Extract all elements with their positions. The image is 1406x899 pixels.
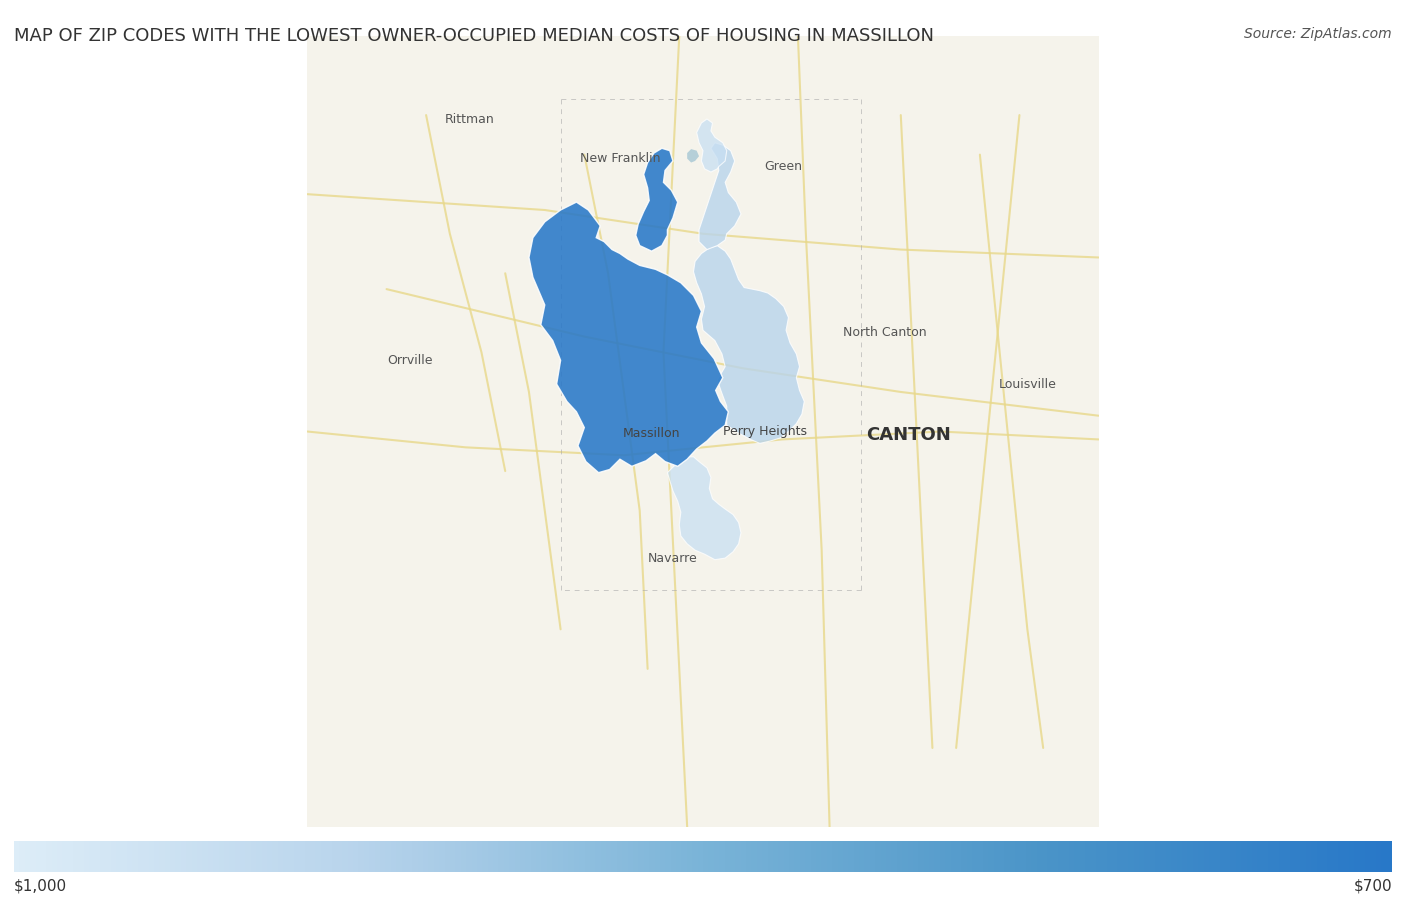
- Text: $1,000: $1,000: [14, 878, 67, 893]
- Text: Orrville: Orrville: [388, 354, 433, 367]
- Text: Source: ZipAtlas.com: Source: ZipAtlas.com: [1244, 27, 1392, 41]
- Polygon shape: [688, 149, 699, 163]
- Text: New Franklin: New Franklin: [579, 152, 661, 165]
- Polygon shape: [529, 202, 728, 473]
- Polygon shape: [636, 148, 678, 251]
- Polygon shape: [699, 143, 741, 250]
- Polygon shape: [693, 245, 804, 443]
- Text: CANTON: CANTON: [866, 426, 950, 444]
- Text: Green: Green: [765, 160, 803, 173]
- Text: North Canton: North Canton: [844, 326, 927, 339]
- Text: MAP OF ZIP CODES WITH THE LOWEST OWNER-OCCUPIED MEDIAN COSTS OF HOUSING IN MASSI: MAP OF ZIP CODES WITH THE LOWEST OWNER-O…: [14, 27, 934, 45]
- Text: Rittman: Rittman: [444, 112, 495, 126]
- Text: Perry Heights: Perry Heights: [723, 425, 807, 438]
- Polygon shape: [696, 119, 727, 172]
- Text: $700: $700: [1354, 878, 1392, 893]
- FancyBboxPatch shape: [308, 36, 1098, 827]
- Polygon shape: [668, 457, 741, 560]
- Text: Navarre: Navarre: [648, 552, 697, 565]
- Text: Louisville: Louisville: [998, 378, 1056, 390]
- Text: Massillon: Massillon: [623, 427, 681, 440]
